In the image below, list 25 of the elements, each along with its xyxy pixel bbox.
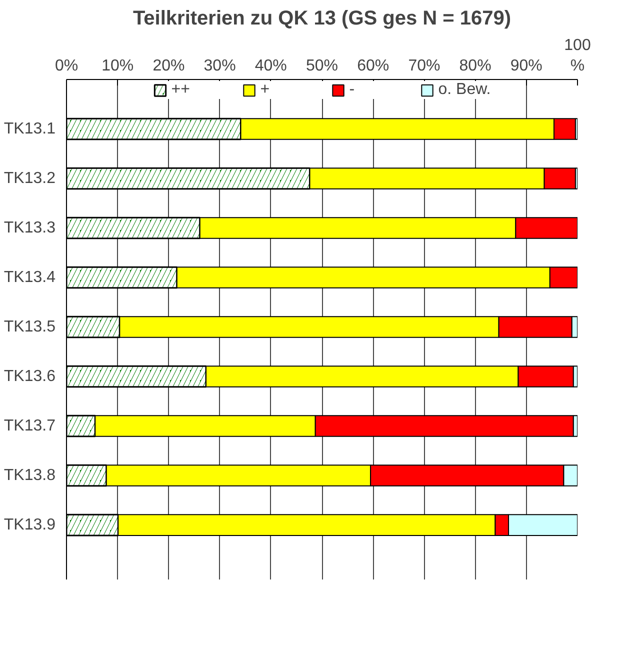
y-tick-label: TK13.6	[4, 368, 56, 386]
x-tick-label: 90%	[510, 58, 542, 74]
x-tick-label: 30%	[204, 58, 236, 74]
legend-label: -	[349, 81, 356, 99]
y-tick-label: TK13.4	[4, 269, 56, 286]
y-tick-label: TK13.5	[4, 318, 56, 336]
x-tick-label: 80%	[459, 58, 492, 74]
legend-label: o. Bew.	[438, 81, 491, 99]
x-tick-label: 100 %	[564, 37, 591, 74]
legend-label: +	[260, 81, 271, 99]
legend-label: ++	[171, 81, 191, 99]
y-tick-label: TK13.2	[4, 170, 56, 188]
x-tick-label: 70%	[408, 58, 440, 74]
x-tick-label: 0%	[54, 58, 78, 74]
x-tick-label: 40%	[254, 58, 287, 74]
x-tick-label: 50%	[306, 58, 338, 74]
y-tick-label: TK13.3	[4, 220, 56, 237]
chart-title: Teilkriterien zu QK 13 (GS ges N = 1679)	[132, 8, 512, 30]
y-tick-label: TK13.1	[4, 120, 56, 138]
x-tick-label: 20%	[152, 58, 185, 74]
y-tick-label: TK13.7	[4, 418, 56, 435]
x-tick-label: 60%	[357, 58, 390, 74]
y-tick-label: TK13.8	[4, 467, 56, 484]
y-tick-label: TK13.9	[4, 516, 56, 534]
x-tick-label: 10%	[102, 58, 134, 74]
